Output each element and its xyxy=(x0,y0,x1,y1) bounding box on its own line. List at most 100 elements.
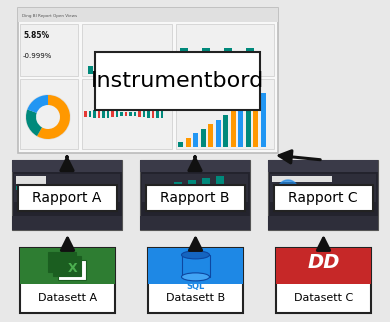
FancyBboxPatch shape xyxy=(88,66,93,74)
FancyBboxPatch shape xyxy=(40,186,45,196)
FancyBboxPatch shape xyxy=(208,124,213,147)
FancyBboxPatch shape xyxy=(18,8,278,22)
FancyBboxPatch shape xyxy=(188,180,196,190)
FancyBboxPatch shape xyxy=(95,52,260,110)
FancyBboxPatch shape xyxy=(148,248,243,313)
FancyBboxPatch shape xyxy=(186,137,190,147)
FancyBboxPatch shape xyxy=(180,48,188,68)
FancyBboxPatch shape xyxy=(174,182,182,190)
FancyBboxPatch shape xyxy=(189,56,195,68)
Text: DD: DD xyxy=(307,253,340,272)
FancyBboxPatch shape xyxy=(160,184,168,190)
FancyBboxPatch shape xyxy=(20,248,115,284)
Text: Ding BI Report Open Views: Ding BI Report Open Views xyxy=(22,14,77,18)
FancyBboxPatch shape xyxy=(48,252,76,272)
FancyBboxPatch shape xyxy=(268,160,378,172)
FancyBboxPatch shape xyxy=(20,24,78,76)
FancyBboxPatch shape xyxy=(255,56,261,68)
Wedge shape xyxy=(26,109,42,136)
FancyBboxPatch shape xyxy=(102,110,105,118)
FancyBboxPatch shape xyxy=(200,128,206,147)
FancyBboxPatch shape xyxy=(96,63,101,74)
FancyBboxPatch shape xyxy=(161,110,163,118)
FancyBboxPatch shape xyxy=(16,186,21,190)
Text: Instrumentbord: Instrumentbord xyxy=(91,71,264,91)
FancyBboxPatch shape xyxy=(142,174,248,202)
FancyBboxPatch shape xyxy=(48,186,53,198)
FancyBboxPatch shape xyxy=(151,110,154,118)
FancyBboxPatch shape xyxy=(176,24,274,76)
FancyBboxPatch shape xyxy=(18,185,117,211)
Circle shape xyxy=(26,95,70,139)
FancyBboxPatch shape xyxy=(230,110,236,147)
FancyBboxPatch shape xyxy=(124,112,127,116)
FancyBboxPatch shape xyxy=(82,79,172,149)
FancyBboxPatch shape xyxy=(93,110,96,118)
FancyBboxPatch shape xyxy=(270,174,376,202)
FancyBboxPatch shape xyxy=(138,111,140,117)
Text: Rapport C: Rapport C xyxy=(288,191,358,205)
FancyBboxPatch shape xyxy=(89,110,91,118)
Text: Datasett A: Datasett A xyxy=(38,293,97,303)
FancyBboxPatch shape xyxy=(16,176,46,184)
Text: X: X xyxy=(68,262,77,275)
Text: Datasett B: Datasett B xyxy=(166,293,225,303)
Text: SQL: SQL xyxy=(186,282,205,291)
Text: Datasett C: Datasett C xyxy=(294,293,353,303)
Text: 5.85%: 5.85% xyxy=(23,31,49,40)
FancyBboxPatch shape xyxy=(18,8,278,153)
FancyBboxPatch shape xyxy=(142,111,145,117)
FancyBboxPatch shape xyxy=(115,111,118,117)
FancyBboxPatch shape xyxy=(20,79,78,149)
FancyBboxPatch shape xyxy=(12,216,122,230)
FancyBboxPatch shape xyxy=(12,160,122,172)
Text: Rapport A: Rapport A xyxy=(32,191,102,205)
FancyBboxPatch shape xyxy=(129,112,131,116)
FancyBboxPatch shape xyxy=(133,112,136,116)
FancyBboxPatch shape xyxy=(272,176,332,182)
FancyBboxPatch shape xyxy=(224,48,232,68)
FancyBboxPatch shape xyxy=(147,110,149,118)
FancyBboxPatch shape xyxy=(216,176,224,190)
FancyBboxPatch shape xyxy=(223,115,228,147)
FancyBboxPatch shape xyxy=(112,57,117,74)
FancyBboxPatch shape xyxy=(14,174,120,202)
FancyBboxPatch shape xyxy=(273,185,372,211)
FancyBboxPatch shape xyxy=(156,110,158,118)
FancyBboxPatch shape xyxy=(140,216,250,230)
Wedge shape xyxy=(27,95,48,113)
FancyBboxPatch shape xyxy=(181,255,209,277)
FancyBboxPatch shape xyxy=(276,248,371,284)
Text: Rapport B: Rapport B xyxy=(160,191,230,205)
FancyBboxPatch shape xyxy=(12,160,122,230)
FancyBboxPatch shape xyxy=(98,110,100,118)
FancyBboxPatch shape xyxy=(120,54,125,74)
FancyBboxPatch shape xyxy=(202,48,210,68)
Circle shape xyxy=(36,105,60,129)
Text: -0.999%: -0.999% xyxy=(23,53,52,59)
FancyBboxPatch shape xyxy=(140,160,250,230)
FancyBboxPatch shape xyxy=(128,51,133,74)
Ellipse shape xyxy=(181,273,209,281)
FancyBboxPatch shape xyxy=(106,110,109,118)
FancyBboxPatch shape xyxy=(140,160,250,172)
FancyBboxPatch shape xyxy=(53,256,80,276)
FancyBboxPatch shape xyxy=(211,56,217,68)
FancyBboxPatch shape xyxy=(193,133,198,147)
FancyBboxPatch shape xyxy=(104,60,109,74)
FancyBboxPatch shape xyxy=(20,248,115,313)
FancyBboxPatch shape xyxy=(261,92,266,147)
FancyBboxPatch shape xyxy=(82,24,172,76)
FancyBboxPatch shape xyxy=(246,48,254,68)
FancyBboxPatch shape xyxy=(111,111,113,117)
Wedge shape xyxy=(37,95,70,139)
FancyBboxPatch shape xyxy=(24,186,29,192)
FancyBboxPatch shape xyxy=(268,216,378,230)
FancyBboxPatch shape xyxy=(216,119,220,147)
FancyBboxPatch shape xyxy=(146,186,154,190)
FancyBboxPatch shape xyxy=(32,186,37,194)
Circle shape xyxy=(278,180,298,200)
FancyBboxPatch shape xyxy=(148,248,243,284)
Ellipse shape xyxy=(181,251,209,259)
FancyBboxPatch shape xyxy=(238,106,243,147)
